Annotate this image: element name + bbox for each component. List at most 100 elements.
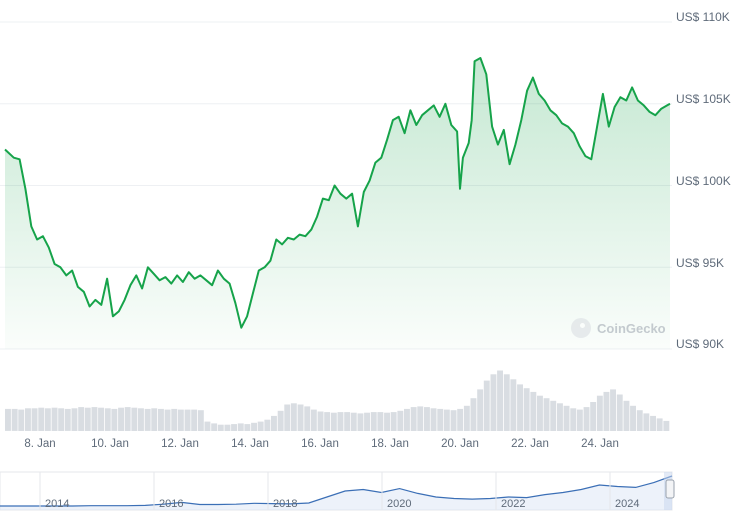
volume-bar — [656, 418, 663, 431]
volume-bar — [217, 424, 224, 431]
volume-bar — [543, 398, 550, 431]
volume-bar — [630, 405, 636, 431]
volume-bar — [184, 409, 191, 431]
volume-bar — [64, 408, 71, 431]
volume-bar — [357, 413, 364, 431]
volume-bar — [596, 395, 603, 431]
volume-bar — [470, 398, 477, 431]
navigator-handle[interactable] — [665, 479, 675, 499]
volume-bar — [104, 408, 111, 431]
volume-bar — [424, 407, 430, 431]
volume-bar — [404, 408, 410, 431]
volume-bar — [191, 409, 198, 431]
volume-bar — [84, 407, 91, 431]
x-tick-label: 24. Jan — [581, 438, 619, 450]
volume-bar — [111, 408, 118, 431]
volume-bar — [18, 409, 25, 431]
y-tick-label: US$ 105K — [676, 92, 731, 106]
volume-bar — [437, 408, 444, 431]
y-tick-label: US$ 90K — [676, 337, 725, 351]
volume-bar — [517, 384, 523, 431]
navigator-tick-label: 2024 — [615, 498, 639, 510]
volume-bar — [58, 408, 65, 431]
volume-bar — [197, 410, 204, 431]
volume-bar — [537, 395, 543, 431]
volume-bar — [384, 412, 390, 431]
volume-bar — [91, 407, 98, 431]
x-tick-label: 8. Jan — [24, 438, 55, 450]
volume-bar — [497, 370, 503, 431]
volume-bar — [290, 403, 297, 431]
volume-bar — [11, 408, 18, 431]
volume-bar — [44, 408, 51, 431]
volume-bar — [271, 415, 277, 431]
volume-bar — [297, 404, 304, 431]
volume-bar — [5, 408, 11, 431]
volume-bar — [25, 408, 31, 431]
volume-bar — [603, 391, 610, 431]
volume-bar — [310, 409, 317, 431]
volume-bar — [324, 412, 331, 431]
volume-bar — [211, 423, 218, 431]
volume-bar — [610, 389, 616, 431]
volume-bar — [118, 407, 124, 431]
volume-bar — [663, 420, 670, 431]
volume-bar — [350, 412, 357, 431]
volume-bar — [457, 408, 464, 431]
volume-bar — [151, 408, 158, 431]
volume-bar — [244, 424, 251, 431]
x-tick-label: 18. Jan — [371, 438, 409, 450]
volume-bar — [490, 374, 497, 431]
y-tick-label: US$ 95K — [676, 256, 725, 270]
volume-bar — [231, 424, 237, 431]
volume-bar — [277, 410, 284, 431]
volume-bar — [158, 408, 164, 431]
volume-bar — [590, 402, 597, 431]
volume-bar — [583, 407, 590, 431]
volume-bar — [377, 412, 384, 431]
volume-bar — [503, 374, 510, 431]
price-line — [4, 57, 671, 329]
volume-bar — [257, 421, 264, 431]
volume-bar — [330, 412, 337, 431]
navigator-area — [0, 476, 672, 510]
navigator-line — [0, 475, 673, 507]
volume-bar — [38, 407, 45, 431]
volume-bar — [370, 412, 377, 431]
volume-bar — [463, 405, 470, 431]
volume-bar — [124, 407, 131, 431]
volume-bar — [264, 419, 271, 431]
coingecko-watermark: CoinGecko — [571, 318, 666, 338]
volume-bar — [510, 379, 517, 431]
x-tick-label: 20. Jan — [441, 438, 479, 450]
volume-bar — [523, 388, 530, 431]
volume-bar — [177, 409, 184, 431]
volume-bar — [443, 409, 450, 431]
volume-bar — [550, 400, 557, 431]
volume-bar — [251, 422, 257, 431]
volume-bar — [477, 389, 484, 431]
volume-bar — [71, 408, 78, 431]
volume-bar — [530, 391, 537, 431]
volume-bar — [337, 412, 344, 431]
watermark-text: CoinGecko — [597, 320, 666, 336]
volume-bar — [643, 413, 650, 431]
volume-bar — [430, 408, 437, 431]
navigator-tick-label: 2014 — [45, 498, 69, 510]
volume-bar — [576, 409, 583, 431]
volume-bar — [636, 410, 643, 431]
volume-bar — [390, 412, 397, 431]
volume-bar — [623, 400, 630, 431]
volume-bar — [563, 405, 570, 431]
volume-bar — [410, 407, 417, 431]
price-area — [5, 58, 670, 349]
navigator-tick-label: 2022 — [501, 498, 525, 510]
gecko-logo-icon — [571, 318, 591, 338]
volume-bar — [616, 394, 623, 431]
volume-bar — [304, 406, 311, 431]
volume-bar — [164, 409, 171, 431]
volume-bar — [204, 421, 211, 431]
volume-bar — [31, 408, 38, 431]
volume-bar — [317, 411, 324, 431]
